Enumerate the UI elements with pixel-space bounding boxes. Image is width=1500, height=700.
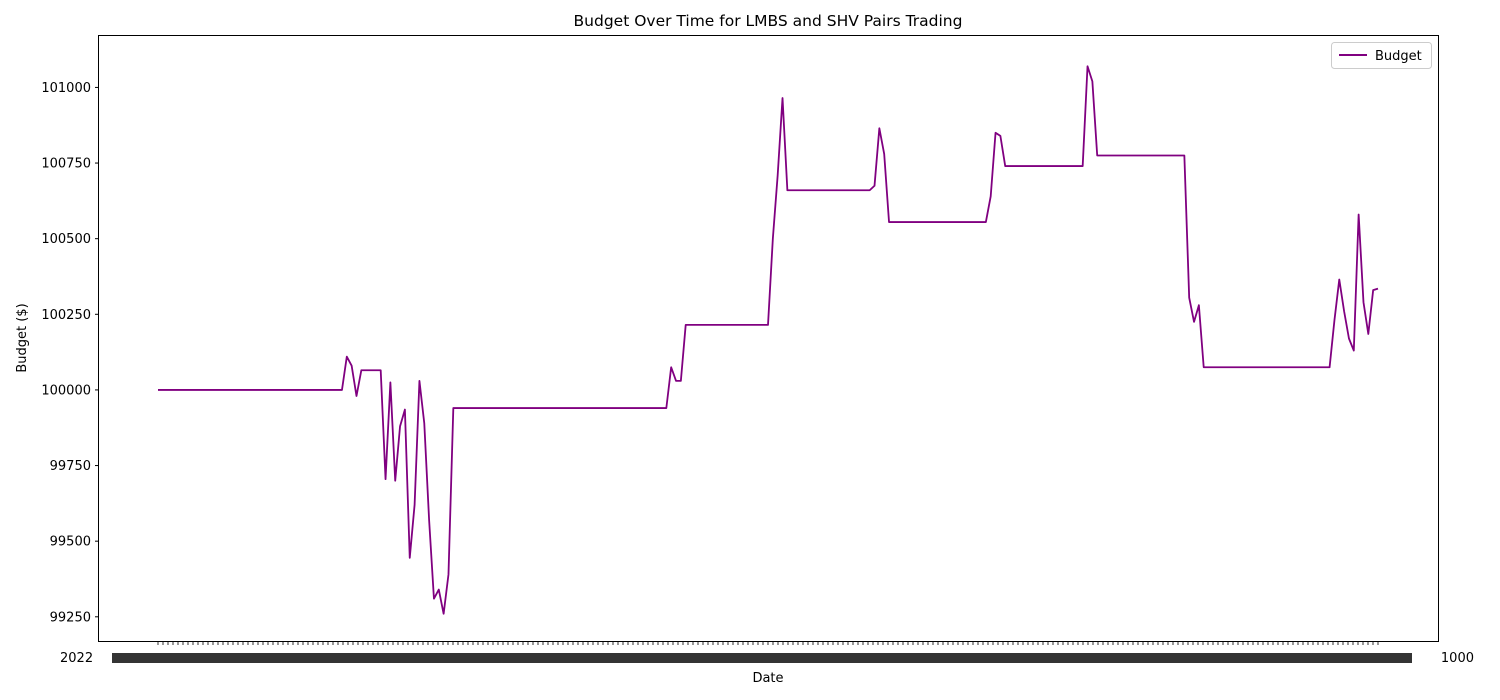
x-tick-label-right: 1000 xyxy=(1441,651,1474,666)
y-axis-label: Budget ($) xyxy=(15,303,30,372)
x-tick-labels-overlap xyxy=(112,653,1412,663)
y-tick-label: 100000 xyxy=(41,383,91,398)
y-tick-label: 100250 xyxy=(41,308,91,323)
plot-frame xyxy=(98,35,1439,642)
legend: Budget xyxy=(1331,42,1432,69)
y-tick-label: 99500 xyxy=(50,535,91,550)
legend-label-budget: Budget xyxy=(1375,49,1422,64)
y-tick-label: 100750 xyxy=(41,157,91,172)
plot-series xyxy=(158,65,1379,615)
legend-box xyxy=(1331,42,1432,69)
y-tick-label: 101000 xyxy=(41,81,91,96)
y-tick-label: 100500 xyxy=(41,232,91,247)
chart-title: Budget Over Time for LMBS and SHV Pairs … xyxy=(574,12,963,30)
y-tick-label: 99750 xyxy=(50,459,91,474)
y-axis-ticks: 99250 99500 99750 100000 100250 100500 100750 1… xyxy=(41,81,99,625)
x-axis-label: Date xyxy=(752,671,783,686)
x-tick-label-left: 2022 xyxy=(60,651,93,666)
series-line-budget xyxy=(158,65,1379,615)
y-tick-label: 99250 xyxy=(50,610,91,625)
